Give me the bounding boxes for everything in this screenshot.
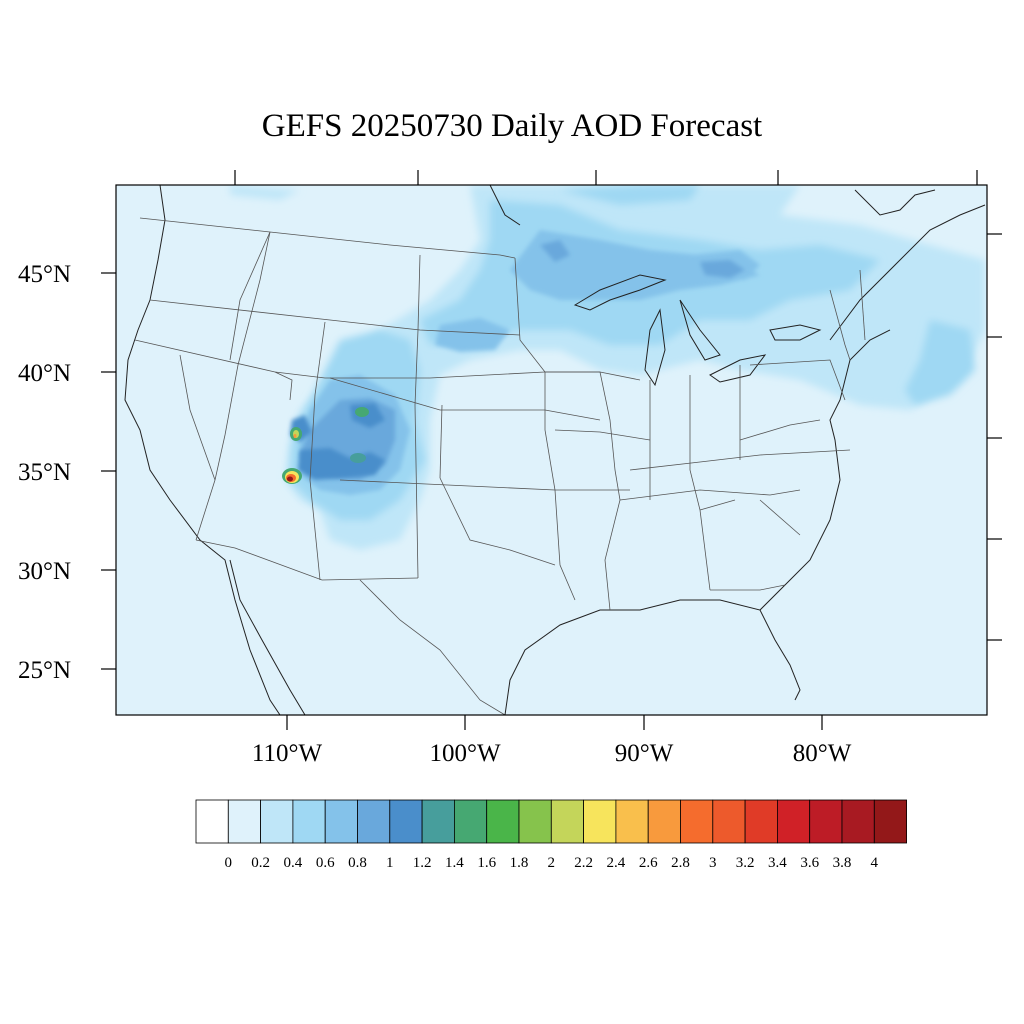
colorbar-tick-label: 2.4 [607, 855, 626, 871]
aod-field [124, 185, 986, 715]
colorbar-tick-label: 1.4 [445, 855, 464, 871]
coastlines [124, 185, 986, 715]
map-title: GEFS 20250730 Daily AOD Forecast [261, 108, 763, 144]
colorbar-tick-label: 1.2 [413, 855, 432, 871]
colorbar-swatch [453, 799, 488, 844]
colorbar-tick-label: 2.6 [639, 855, 658, 871]
colorbar-swatch [712, 799, 746, 844]
colorbar-tick-label: 3.6 [800, 855, 819, 871]
colorbar-tick-label: 0.2 [251, 855, 270, 871]
colorbar-swatch [292, 799, 326, 844]
colorbar-swatch [744, 799, 778, 844]
bottom-ticks [286, 715, 823, 730]
lon-label: 80°W [793, 740, 852, 767]
colorbar-swatch [195, 799, 229, 844]
colorbar-tick-label: 2 [548, 855, 556, 871]
colorbar [195, 799, 907, 844]
colorbar-swatch [357, 799, 391, 844]
colorbar-tick-label: 3.2 [736, 855, 755, 871]
lat-label: 45°N [18, 261, 71, 288]
colorbar-tick-label: 3.8 [833, 855, 852, 871]
lon-label: 100°W [429, 740, 500, 767]
colorbar-swatch [777, 799, 811, 844]
colorbar-swatch [583, 799, 617, 844]
lat-label: 40°N [18, 360, 71, 387]
colorbar-tick-label: 0 [225, 855, 233, 871]
great-lakes [573, 274, 822, 387]
lat-label: 30°N [18, 558, 71, 585]
colorbar-swatch [260, 799, 294, 844]
right-ticks [987, 233, 1002, 641]
longitude-labels: 110°W 100°W 90°W 80°W [252, 740, 852, 767]
colorbar-swatch [486, 799, 520, 844]
latitude-labels: 45°N 40°N 35°N 30°N 25°N [18, 261, 71, 684]
colorbar-swatch [873, 799, 907, 844]
colorbar-tick-label: 3 [709, 855, 717, 871]
colorbar-swatch [841, 799, 875, 844]
colorbar-swatch [227, 799, 262, 844]
colorbar-tick-label: 0.4 [284, 855, 303, 871]
colorbar-tick-label: 4 [871, 855, 879, 871]
state-borders [134, 217, 866, 715]
plot-frame [115, 184, 988, 716]
lon-label: 110°W [252, 740, 323, 767]
lat-label: 25°N [18, 657, 71, 684]
colorbar-swatch [518, 799, 552, 844]
colorbar-tick-label: 3.4 [768, 855, 787, 871]
lon-label: 90°W [615, 740, 674, 767]
colorbar-tick-label: 2.2 [574, 855, 593, 871]
top-ticks [234, 170, 978, 185]
colorbar-swatch [389, 799, 423, 844]
colorbar-swatch [324, 799, 358, 844]
colorbar-tick-label: 2.8 [671, 855, 690, 871]
colorbar-swatch [615, 799, 649, 844]
left-ticks [101, 272, 116, 670]
colorbar-swatch [550, 799, 584, 844]
colorbar-tick-label: 0.6 [316, 855, 335, 871]
colorbar-swatch [809, 799, 843, 844]
colorbar-tick-label: 0.8 [348, 855, 367, 871]
colorbar-tick-label: 1.8 [510, 855, 529, 871]
colorbar-swatch [680, 799, 714, 844]
aod-hotspots [282, 407, 369, 484]
lat-label: 35°N [18, 459, 71, 486]
colorbar-tick-label: 1.6 [477, 855, 496, 871]
colorbar-swatch [647, 799, 681, 844]
colorbar-swatch [421, 799, 455, 844]
colorbar-labels: 0 0.2 0.4 0.6 0.8 1 1.2 1.4 1.6 1.8 2 2.2 2.4 2.6 2.8 3… [225, 855, 879, 871]
colorbar-tick-label: 1 [386, 855, 394, 871]
